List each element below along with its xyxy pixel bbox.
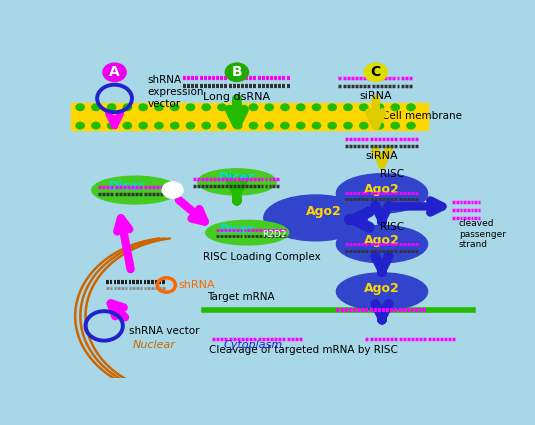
- Ellipse shape: [197, 169, 276, 195]
- Circle shape: [296, 104, 305, 110]
- Text: RISC: RISC: [380, 222, 404, 232]
- Circle shape: [234, 122, 242, 129]
- Circle shape: [312, 104, 320, 110]
- Circle shape: [344, 122, 352, 129]
- Text: RISC: RISC: [380, 170, 404, 179]
- Ellipse shape: [264, 195, 368, 241]
- Circle shape: [218, 104, 226, 110]
- Circle shape: [391, 122, 400, 129]
- Text: Target mRNA: Target mRNA: [207, 292, 275, 302]
- Circle shape: [155, 122, 163, 129]
- Text: R2D2: R2D2: [262, 230, 286, 239]
- Circle shape: [265, 122, 273, 129]
- Circle shape: [218, 122, 226, 129]
- Text: Ago2: Ago2: [364, 183, 400, 196]
- Circle shape: [76, 104, 85, 110]
- Circle shape: [281, 104, 289, 110]
- Text: Dicer: Dicer: [219, 171, 255, 184]
- Circle shape: [171, 104, 179, 110]
- Circle shape: [155, 104, 163, 110]
- Text: Ago2: Ago2: [364, 234, 400, 247]
- Circle shape: [391, 104, 400, 110]
- Ellipse shape: [337, 174, 427, 213]
- Circle shape: [202, 104, 210, 110]
- Ellipse shape: [206, 220, 289, 245]
- Text: cleaved
passenger
strand: cleaved passenger strand: [458, 219, 506, 249]
- Circle shape: [123, 122, 132, 129]
- Text: shRNA vector: shRNA vector: [129, 326, 200, 336]
- Text: C: C: [371, 65, 381, 79]
- Circle shape: [364, 63, 387, 82]
- Text: Nuclear: Nuclear: [133, 340, 175, 351]
- Circle shape: [296, 122, 305, 129]
- Circle shape: [312, 122, 320, 129]
- Circle shape: [76, 122, 85, 129]
- Circle shape: [328, 122, 337, 129]
- Circle shape: [186, 122, 195, 129]
- Circle shape: [344, 104, 352, 110]
- Circle shape: [281, 122, 289, 129]
- Text: Cell membrane: Cell membrane: [382, 111, 462, 122]
- Text: Cytoplasm: Cytoplasm: [224, 340, 283, 351]
- Circle shape: [407, 104, 415, 110]
- Circle shape: [186, 104, 195, 110]
- Text: siRNA: siRNA: [360, 91, 392, 101]
- Circle shape: [265, 104, 273, 110]
- Text: Ago2: Ago2: [364, 282, 400, 295]
- Text: A: A: [109, 65, 120, 79]
- Circle shape: [92, 104, 100, 110]
- Ellipse shape: [337, 225, 427, 263]
- Circle shape: [328, 104, 337, 110]
- Circle shape: [139, 122, 147, 129]
- Ellipse shape: [92, 176, 179, 204]
- Text: Cleavage of targeted mRNA by RISC: Cleavage of targeted mRNA by RISC: [209, 345, 398, 354]
- Text: Dicer: Dicer: [219, 223, 254, 236]
- Text: shRNA
expression
vector: shRNA expression vector: [148, 75, 204, 108]
- Circle shape: [202, 122, 210, 129]
- Circle shape: [407, 122, 415, 129]
- Text: Dicer: Dicer: [109, 180, 145, 193]
- Circle shape: [234, 104, 242, 110]
- Circle shape: [376, 104, 384, 110]
- Text: Ago2: Ago2: [306, 205, 342, 218]
- Circle shape: [108, 122, 116, 129]
- Circle shape: [376, 122, 384, 129]
- Circle shape: [171, 122, 179, 129]
- Circle shape: [123, 104, 132, 110]
- Text: RISC Loading Complex: RISC Loading Complex: [203, 252, 320, 262]
- Circle shape: [360, 122, 368, 129]
- Circle shape: [139, 104, 147, 110]
- Circle shape: [360, 104, 368, 110]
- Circle shape: [92, 122, 100, 129]
- Circle shape: [249, 104, 258, 110]
- Text: Long dsRNA: Long dsRNA: [203, 92, 270, 102]
- Circle shape: [162, 182, 183, 198]
- Text: siRNA: siRNA: [366, 151, 398, 161]
- Circle shape: [108, 104, 116, 110]
- Text: B: B: [232, 65, 242, 79]
- Circle shape: [249, 122, 258, 129]
- Ellipse shape: [337, 273, 427, 310]
- Bar: [71, 103, 427, 130]
- Circle shape: [103, 63, 126, 82]
- Text: shRNA: shRNA: [179, 280, 216, 290]
- Circle shape: [225, 63, 248, 82]
